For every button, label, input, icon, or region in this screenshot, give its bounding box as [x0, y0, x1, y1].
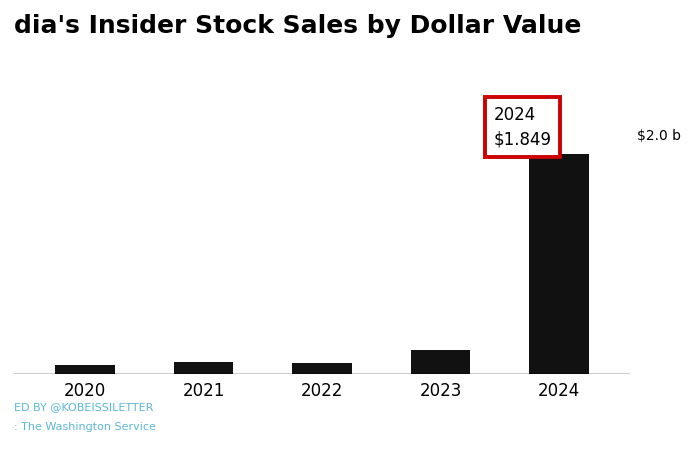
Bar — [529, 154, 589, 374]
Bar — [293, 363, 351, 374]
Text: dia's Insider Stock Sales by Dollar Value: dia's Insider Stock Sales by Dollar Valu… — [14, 14, 582, 37]
Text: $2.0 b: $2.0 b — [637, 129, 681, 143]
Text: 2024
$1.849: 2024 $1.849 — [494, 106, 552, 148]
Text: : The Washington Service: : The Washington Service — [14, 422, 156, 432]
Bar — [411, 350, 470, 374]
Bar — [174, 362, 233, 374]
Text: ED BY @KOBEISSILETTER: ED BY @KOBEISSILETTER — [14, 402, 153, 412]
Bar — [55, 364, 115, 373]
